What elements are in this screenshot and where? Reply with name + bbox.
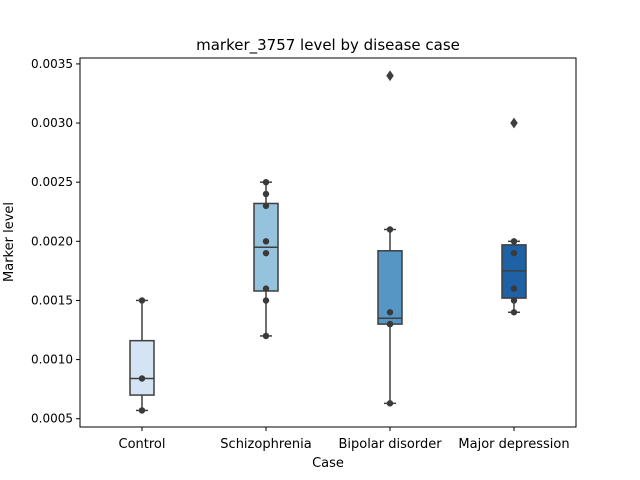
x-tick-label: Schizophrenia: [220, 437, 311, 452]
data-point: [138, 375, 146, 382]
data-point: [386, 309, 394, 316]
data-point: [262, 285, 270, 292]
data-point: [262, 202, 270, 210]
y-tick-label: 0.0025: [31, 175, 73, 189]
y-tick-label: 0.0015: [31, 293, 73, 307]
data-point: [510, 297, 518, 304]
y-axis-label: Marker level: [2, 202, 17, 282]
outlier-point: [386, 70, 394, 82]
data-point: [510, 249, 518, 257]
data-point: [262, 178, 270, 186]
y-tick-label: 0.0005: [31, 412, 73, 426]
data-point: [510, 238, 518, 245]
data-point: [510, 309, 518, 316]
axes-frame: [79, 57, 577, 428]
data-point: [262, 190, 270, 198]
data-point: [262, 238, 270, 245]
data-point: [138, 297, 146, 304]
data-point: [262, 297, 270, 304]
y-tick-label: 0.0020: [31, 234, 73, 248]
data-point: [386, 400, 394, 407]
y-tick-label: 0.0010: [31, 353, 73, 367]
y-tick-label: 0.0035: [31, 57, 73, 71]
outlier-point: [510, 117, 518, 129]
data-point: [510, 285, 518, 292]
y-tick-label: 0.0030: [31, 116, 73, 130]
data-point: [138, 407, 146, 414]
plot-area: 0.0005 0.0010 0.0015 0.0020 0.0025 0.0030 0.00…: [31, 57, 577, 452]
x-tick-label: Major depression: [458, 437, 569, 452]
data-point: [386, 320, 394, 328]
x-axis-label: Case: [312, 456, 344, 471]
x-tick-label: Bipolar disorder: [338, 437, 442, 452]
box: [129, 339, 155, 396]
data-point: [262, 249, 270, 257]
data-point: [386, 226, 394, 233]
chart-title: marker_3757 level by disease case: [196, 36, 460, 55]
data-point: [262, 332, 270, 340]
x-tick-label: Control: [119, 437, 166, 452]
